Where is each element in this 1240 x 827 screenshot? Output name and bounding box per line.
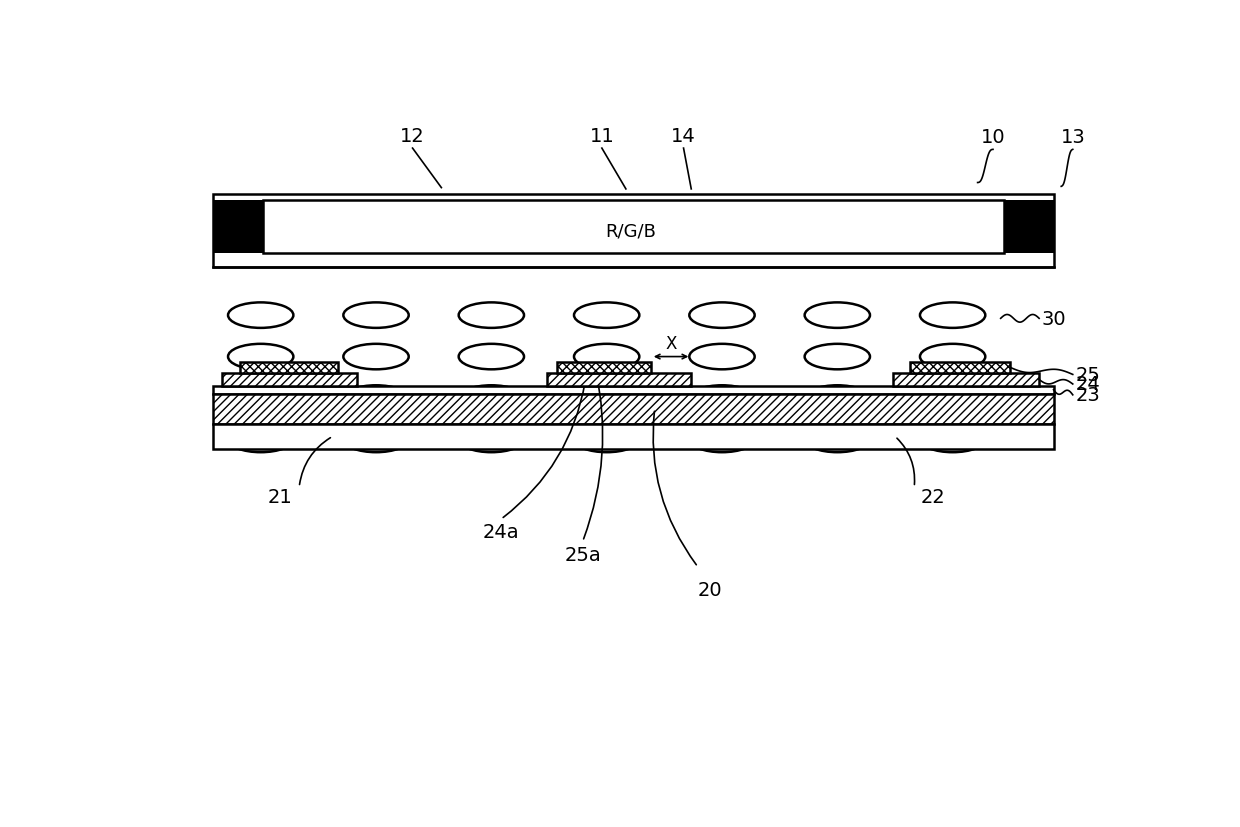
Ellipse shape — [343, 385, 409, 411]
Bar — [213, 424, 1054, 450]
Ellipse shape — [689, 385, 755, 411]
Ellipse shape — [574, 303, 640, 328]
Ellipse shape — [574, 344, 640, 370]
Bar — [910, 362, 1011, 374]
Text: 21: 21 — [268, 488, 293, 507]
Ellipse shape — [689, 303, 755, 328]
Text: 10: 10 — [981, 128, 1006, 147]
Ellipse shape — [689, 344, 755, 370]
Ellipse shape — [343, 303, 409, 328]
Text: R/G/B: R/G/B — [605, 222, 656, 241]
Bar — [213, 201, 263, 254]
Ellipse shape — [228, 303, 294, 328]
Bar — [263, 201, 1003, 254]
Bar — [1003, 201, 1054, 254]
Ellipse shape — [459, 428, 525, 452]
Bar — [213, 195, 1054, 268]
Ellipse shape — [805, 303, 870, 328]
Text: X: X — [666, 335, 677, 352]
Ellipse shape — [459, 385, 525, 411]
Ellipse shape — [459, 303, 525, 328]
Bar — [222, 374, 357, 386]
Ellipse shape — [574, 428, 640, 452]
Text: 24a: 24a — [482, 523, 520, 542]
Ellipse shape — [228, 428, 294, 452]
Bar — [557, 362, 651, 374]
Ellipse shape — [920, 344, 986, 370]
Ellipse shape — [920, 385, 986, 411]
Ellipse shape — [805, 344, 870, 370]
Ellipse shape — [574, 385, 640, 411]
Text: 24: 24 — [1075, 375, 1100, 394]
Ellipse shape — [343, 344, 409, 370]
Text: 14: 14 — [671, 127, 696, 146]
Bar — [547, 374, 691, 386]
Bar — [213, 386, 1054, 394]
Ellipse shape — [805, 428, 870, 452]
Ellipse shape — [920, 428, 986, 452]
Ellipse shape — [343, 428, 409, 452]
Text: 13: 13 — [1060, 128, 1085, 147]
Ellipse shape — [920, 303, 986, 328]
Text: 12: 12 — [401, 127, 425, 146]
Bar — [213, 394, 1054, 424]
Ellipse shape — [228, 385, 294, 411]
Ellipse shape — [228, 344, 294, 370]
Ellipse shape — [805, 385, 870, 411]
Text: 30: 30 — [1042, 309, 1065, 328]
Text: 11: 11 — [589, 127, 614, 146]
Ellipse shape — [459, 344, 525, 370]
Text: 25: 25 — [1075, 366, 1101, 385]
Text: 22: 22 — [921, 488, 946, 507]
Ellipse shape — [689, 428, 755, 452]
Text: 25a: 25a — [564, 545, 601, 564]
Bar — [893, 374, 1039, 386]
Text: 20: 20 — [698, 580, 723, 599]
Text: 23: 23 — [1075, 386, 1100, 405]
Bar — [239, 362, 337, 374]
